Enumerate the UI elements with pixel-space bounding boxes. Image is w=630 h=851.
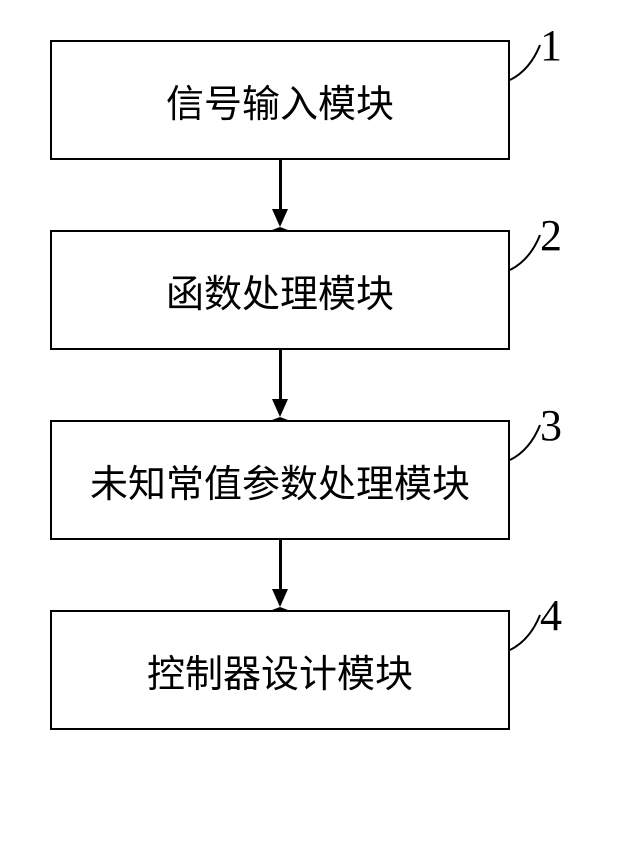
arrow-head-2 [272,399,288,420]
node-label-4: 控制器设计模块 [147,643,413,698]
arrow-1 [50,160,510,230]
node-unknown-const-param: 未知常值参数处理模块 [50,420,510,540]
node-function-process: 函数处理模块 [50,230,510,350]
node-label-3: 未知常值参数处理模块 [90,453,470,508]
node-wrapper-4: 控制器设计模块 4 [50,610,580,730]
node-number-1: 1 [540,20,562,71]
arrow-3 [50,540,510,610]
node-number-4: 4 [540,590,562,641]
node-label-2: 函数处理模块 [166,263,394,318]
node-wrapper-2: 函数处理模块 2 [50,230,580,350]
node-label-1: 信号输入模块 [166,73,394,128]
node-wrapper-3: 未知常值参数处理模块 3 [50,420,580,540]
node-signal-input: 信号输入模块 [50,40,510,160]
node-number-3: 3 [540,400,562,451]
node-number-2: 2 [540,210,562,261]
arrow-line-1 [279,160,282,212]
arrow-line-3 [279,540,282,592]
node-wrapper-1: 信号输入模块 1 [50,40,580,160]
arrow-2 [50,350,510,420]
arrow-head-3 [272,589,288,610]
node-controller-design: 控制器设计模块 [50,610,510,730]
flowchart-container: 信号输入模块 1 函数处理模块 2 未知常值参数处理模块 3 [50,40,580,730]
arrow-line-2 [279,350,282,402]
arrow-head-1 [272,209,288,230]
